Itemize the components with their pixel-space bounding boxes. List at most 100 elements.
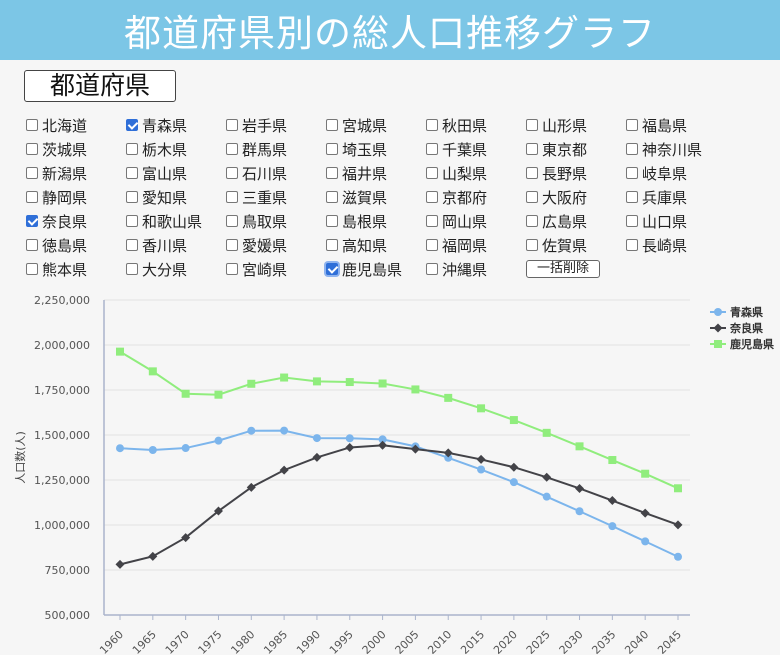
prefecture-option[interactable]: 滋賀県 [326, 185, 426, 209]
prefecture-checkbox[interactable] [126, 263, 138, 275]
prefecture-option[interactable]: 岩手県 [226, 113, 326, 137]
prefecture-checkbox[interactable] [626, 191, 638, 203]
prefecture-checkbox[interactable] [26, 239, 38, 251]
prefecture-checkbox[interactable] [226, 263, 238, 275]
prefecture-option[interactable]: 鳥取県 [226, 209, 326, 233]
prefecture-option[interactable]: 福島県 [626, 113, 726, 137]
prefecture-checkbox[interactable] [426, 239, 438, 251]
prefecture-checkbox[interactable] [426, 215, 438, 227]
prefecture-option[interactable]: 秋田県 [426, 113, 526, 137]
prefecture-option[interactable]: 鹿児島県 [326, 257, 426, 281]
prefecture-checkbox[interactable] [26, 263, 38, 275]
prefecture-option[interactable]: 神奈川県 [626, 137, 726, 161]
prefecture-option[interactable]: 高知県 [326, 233, 426, 257]
prefecture-option[interactable]: 山梨県 [426, 161, 526, 185]
prefecture-option[interactable]: 福井県 [326, 161, 426, 185]
prefecture-option[interactable]: 熊本県 [26, 257, 126, 281]
prefecture-checkbox[interactable] [326, 263, 338, 275]
prefecture-checkbox[interactable] [26, 167, 38, 179]
prefecture-checkbox[interactable] [326, 143, 338, 155]
prefecture-checkbox[interactable] [126, 191, 138, 203]
prefecture-checkbox[interactable] [426, 167, 438, 179]
prefecture-option[interactable]: 栃木県 [126, 137, 226, 161]
prefecture-checkbox[interactable] [26, 119, 38, 131]
prefecture-checkbox[interactable] [126, 239, 138, 251]
prefecture-checkbox[interactable] [126, 215, 138, 227]
prefecture-option[interactable]: 千葉県 [426, 137, 526, 161]
prefecture-checkbox[interactable] [426, 263, 438, 275]
prefecture-option[interactable]: 徳島県 [26, 233, 126, 257]
prefecture-option[interactable]: 大阪府 [526, 185, 626, 209]
prefecture-option[interactable]: 山形県 [526, 113, 626, 137]
prefecture-checkbox[interactable] [626, 167, 638, 179]
prefecture-checkbox[interactable] [226, 167, 238, 179]
prefecture-checkbox[interactable] [226, 239, 238, 251]
clear-all-button[interactable]: 一括削除 [526, 260, 601, 278]
prefecture-option[interactable]: 青森県 [126, 113, 226, 137]
prefecture-checkbox[interactable] [626, 143, 638, 155]
prefecture-checkbox[interactable] [526, 191, 538, 203]
prefecture-checkbox[interactable] [326, 215, 338, 227]
prefecture-option[interactable]: 福岡県 [426, 233, 526, 257]
prefecture-option[interactable]: 兵庫県 [626, 185, 726, 209]
prefecture-checkbox[interactable] [326, 119, 338, 131]
prefecture-option[interactable]: 宮崎県 [226, 257, 326, 281]
prefecture-checkbox[interactable] [426, 119, 438, 131]
prefecture-checkbox[interactable] [226, 119, 238, 131]
prefecture-option[interactable]: 東京都 [526, 137, 626, 161]
prefecture-option[interactable]: 和歌山県 [126, 209, 226, 233]
prefecture-checkbox[interactable] [226, 191, 238, 203]
prefecture-option[interactable]: 富山県 [126, 161, 226, 185]
prefecture-option[interactable]: 北海道 [26, 113, 126, 137]
prefecture-option[interactable]: 石川県 [226, 161, 326, 185]
prefecture-checkbox[interactable] [226, 143, 238, 155]
x-tick-label: 2010 [425, 628, 454, 655]
prefecture-option[interactable]: 新潟県 [26, 161, 126, 185]
prefecture-option[interactable]: 沖縄県 [426, 257, 526, 281]
prefecture-option[interactable]: 三重県 [226, 185, 326, 209]
prefecture-checkbox[interactable] [26, 143, 38, 155]
prefecture-option[interactable]: 佐賀県 [526, 233, 626, 257]
prefecture-checkbox[interactable] [326, 191, 338, 203]
prefecture-option[interactable]: 静岡県 [26, 185, 126, 209]
prefecture-checkbox[interactable] [526, 167, 538, 179]
prefecture-option[interactable]: 埼玉県 [326, 137, 426, 161]
prefecture-option[interactable]: 岐阜県 [626, 161, 726, 185]
prefecture-option[interactable]: 宮城県 [326, 113, 426, 137]
prefecture-checkbox[interactable] [126, 167, 138, 179]
prefecture-checkbox[interactable] [526, 143, 538, 155]
prefecture-checkbox[interactable] [626, 239, 638, 251]
prefecture-option[interactable]: 広島県 [526, 209, 626, 233]
prefecture-checkbox[interactable] [626, 215, 638, 227]
prefecture-checkbox[interactable] [426, 143, 438, 155]
prefecture-checkbox[interactable] [126, 143, 138, 155]
prefecture-option[interactable]: 群馬県 [226, 137, 326, 161]
prefecture-label: 佐賀県 [542, 236, 588, 255]
prefecture-checkbox[interactable] [26, 215, 38, 227]
prefecture-checkbox[interactable] [226, 215, 238, 227]
prefecture-option[interactable]: 岡山県 [426, 209, 526, 233]
prefecture-option[interactable]: 長崎県 [626, 233, 726, 257]
prefecture-label: 埼玉県 [342, 140, 388, 159]
prefecture-option[interactable]: 愛媛県 [226, 233, 326, 257]
prefecture-checkbox[interactable] [326, 167, 338, 179]
prefecture-checkbox[interactable] [126, 119, 138, 131]
prefecture-option[interactable]: 大分県 [126, 257, 226, 281]
prefecture-option[interactable]: 香川県 [126, 233, 226, 257]
prefecture-option[interactable]: 長野県 [526, 161, 626, 185]
prefecture-option[interactable]: 島根県 [326, 209, 426, 233]
prefecture-option[interactable]: 茨城県 [26, 137, 126, 161]
prefecture-option[interactable]: 山口県 [626, 209, 726, 233]
prefecture-checkbox[interactable] [526, 119, 538, 131]
prefecture-checkbox[interactable] [626, 119, 638, 131]
prefecture-option[interactable]: 奈良県 [26, 209, 126, 233]
prefecture-option[interactable]: 京都府 [426, 185, 526, 209]
prefecture-option[interactable]: 愛知県 [126, 185, 226, 209]
prefecture-checkbox[interactable] [26, 191, 38, 203]
prefecture-checkbox[interactable] [426, 191, 438, 203]
data-point [509, 416, 518, 425]
prefecture-label: 栃木県 [142, 140, 188, 159]
prefecture-checkbox[interactable] [526, 239, 538, 251]
prefecture-checkbox[interactable] [326, 239, 338, 251]
prefecture-checkbox[interactable] [526, 215, 538, 227]
